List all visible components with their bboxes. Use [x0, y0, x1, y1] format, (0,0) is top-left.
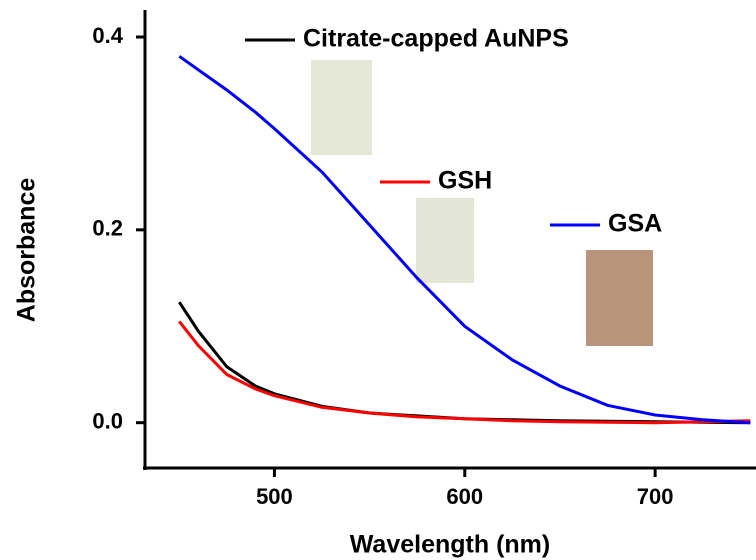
- x-axis-title: Wavelength (nm): [350, 531, 550, 559]
- x-tick-label: 600: [446, 484, 483, 509]
- data-line: [178, 55, 751, 425]
- data-line: [178, 301, 751, 425]
- y-tick-label: 0.2: [92, 216, 123, 241]
- x-tick-label: 700: [637, 484, 674, 509]
- x-tick-label: 500: [256, 484, 293, 509]
- y-tick-label: 0.4: [92, 23, 123, 48]
- data-line: [178, 320, 751, 425]
- y-tick-label: 0.0: [92, 408, 123, 433]
- vial-photo: [311, 60, 372, 155]
- y-axis-title: Absorbance: [13, 178, 41, 323]
- legend-label: Citrate-capped AuNPS: [303, 25, 569, 53]
- vial-photo: [586, 250, 653, 346]
- vial-photo: [416, 198, 474, 283]
- legend-label: GSA: [608, 210, 662, 238]
- legend-label: GSH: [438, 167, 492, 195]
